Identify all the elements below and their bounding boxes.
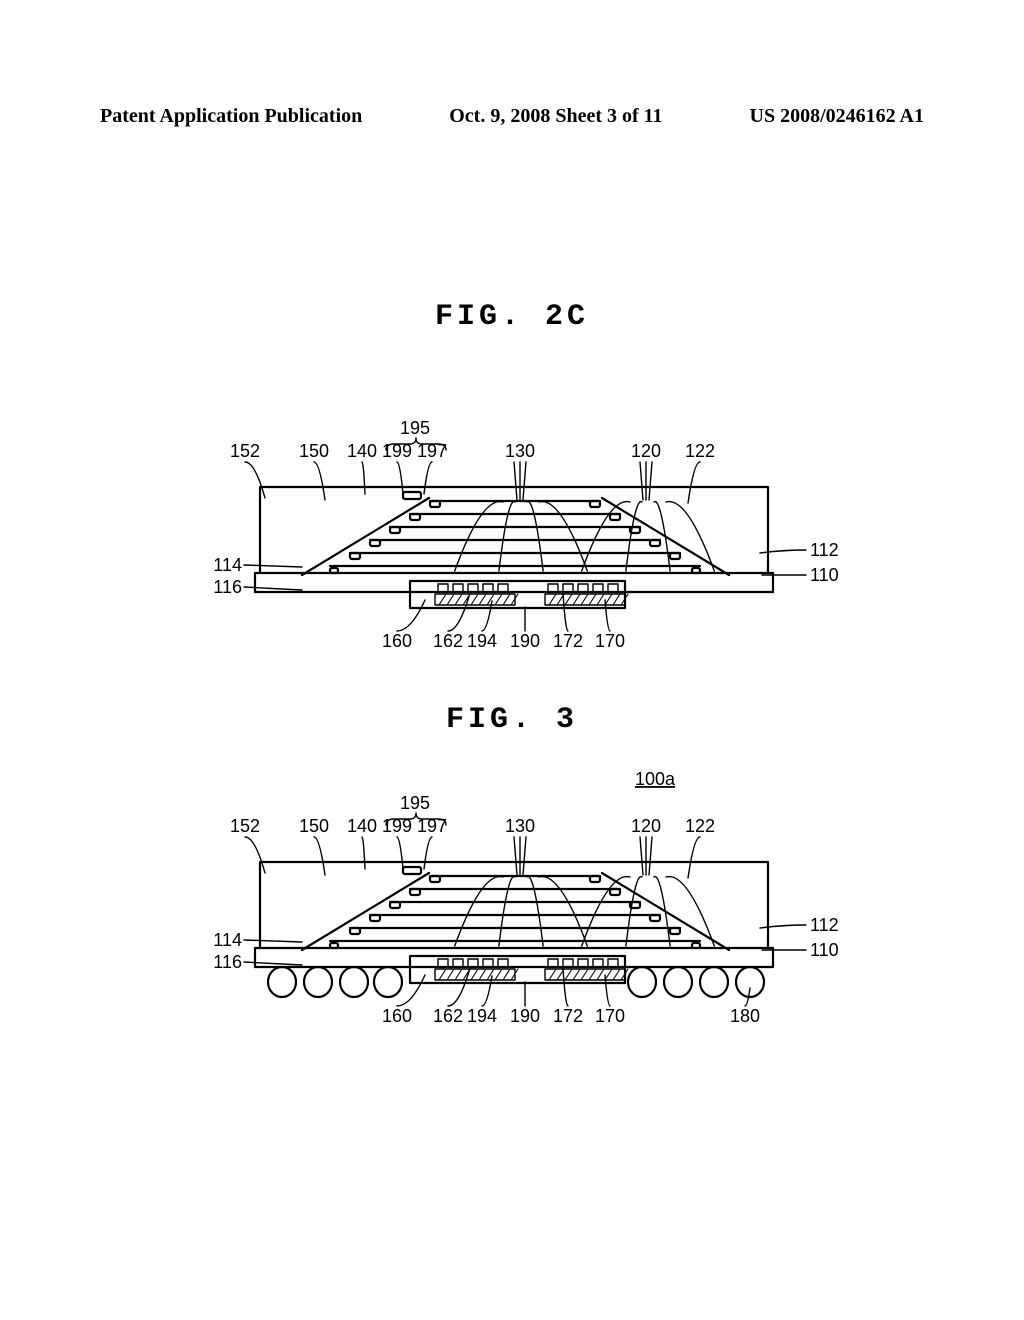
svg-text:112: 112 [810, 915, 839, 935]
svg-text:116: 116 [213, 952, 242, 972]
svg-text:150: 150 [299, 816, 329, 836]
svg-text:199: 199 [382, 441, 412, 461]
svg-text:194: 194 [467, 631, 497, 651]
svg-text:110: 110 [810, 565, 839, 585]
svg-text:116: 116 [213, 577, 242, 597]
svg-text:160: 160 [382, 1006, 412, 1026]
svg-text:130: 130 [505, 816, 535, 836]
figure-title: FIG. 2C [0, 300, 1024, 334]
svg-text:122: 122 [685, 816, 715, 836]
svg-text:172: 172 [553, 631, 583, 651]
svg-text:172: 172 [553, 1006, 583, 1026]
svg-text:160: 160 [382, 631, 412, 651]
header-center: Oct. 9, 2008 Sheet 3 of 11 [449, 105, 662, 128]
header-right: US 2008/0246162 A1 [750, 105, 924, 128]
svg-text:197: 197 [417, 441, 447, 461]
svg-text:112: 112 [810, 540, 839, 560]
svg-text:114: 114 [213, 555, 242, 575]
svg-text:170: 170 [595, 1006, 625, 1026]
svg-text:170: 170 [595, 631, 625, 651]
svg-text:122: 122 [685, 441, 715, 461]
figure-title: FIG. 3 [0, 703, 1024, 737]
svg-text:190: 190 [510, 1006, 540, 1026]
svg-text:190: 190 [510, 631, 540, 651]
svg-text:120: 120 [631, 816, 661, 836]
svg-text:110: 110 [810, 940, 839, 960]
svg-text:180: 180 [730, 1006, 760, 1026]
svg-text:152: 152 [230, 816, 260, 836]
svg-text:199: 199 [382, 816, 412, 836]
fig-2c-container: 152 150 140199197 195 130 120 122 114116 112 110 1… [210, 395, 850, 695]
svg-text:162: 162 [433, 631, 463, 651]
svg-text:140: 140 [347, 441, 377, 461]
svg-text:194: 194 [467, 1006, 497, 1026]
svg-text:195: 195 [400, 418, 430, 438]
svg-text:100a: 100a [635, 770, 676, 789]
svg-text:120: 120 [631, 441, 661, 461]
svg-text:195: 195 [400, 793, 430, 813]
svg-text:152: 152 [230, 441, 260, 461]
svg-text:150: 150 [299, 441, 329, 461]
patent-page: Patent Application Publication Oct. 9, 2… [0, 0, 1024, 1320]
svg-text:162: 162 [433, 1006, 463, 1026]
header-left: Patent Application Publication [100, 105, 362, 128]
fig-3-container: 100a 152 150 140199197 195 130 120 122 114116 112… [210, 770, 850, 1070]
svg-text:130: 130 [505, 441, 535, 461]
svg-text:197: 197 [417, 816, 447, 836]
svg-text:114: 114 [213, 930, 242, 950]
page-header: Patent Application Publication Oct. 9, 2… [100, 105, 924, 128]
svg-text:140: 140 [347, 816, 377, 836]
